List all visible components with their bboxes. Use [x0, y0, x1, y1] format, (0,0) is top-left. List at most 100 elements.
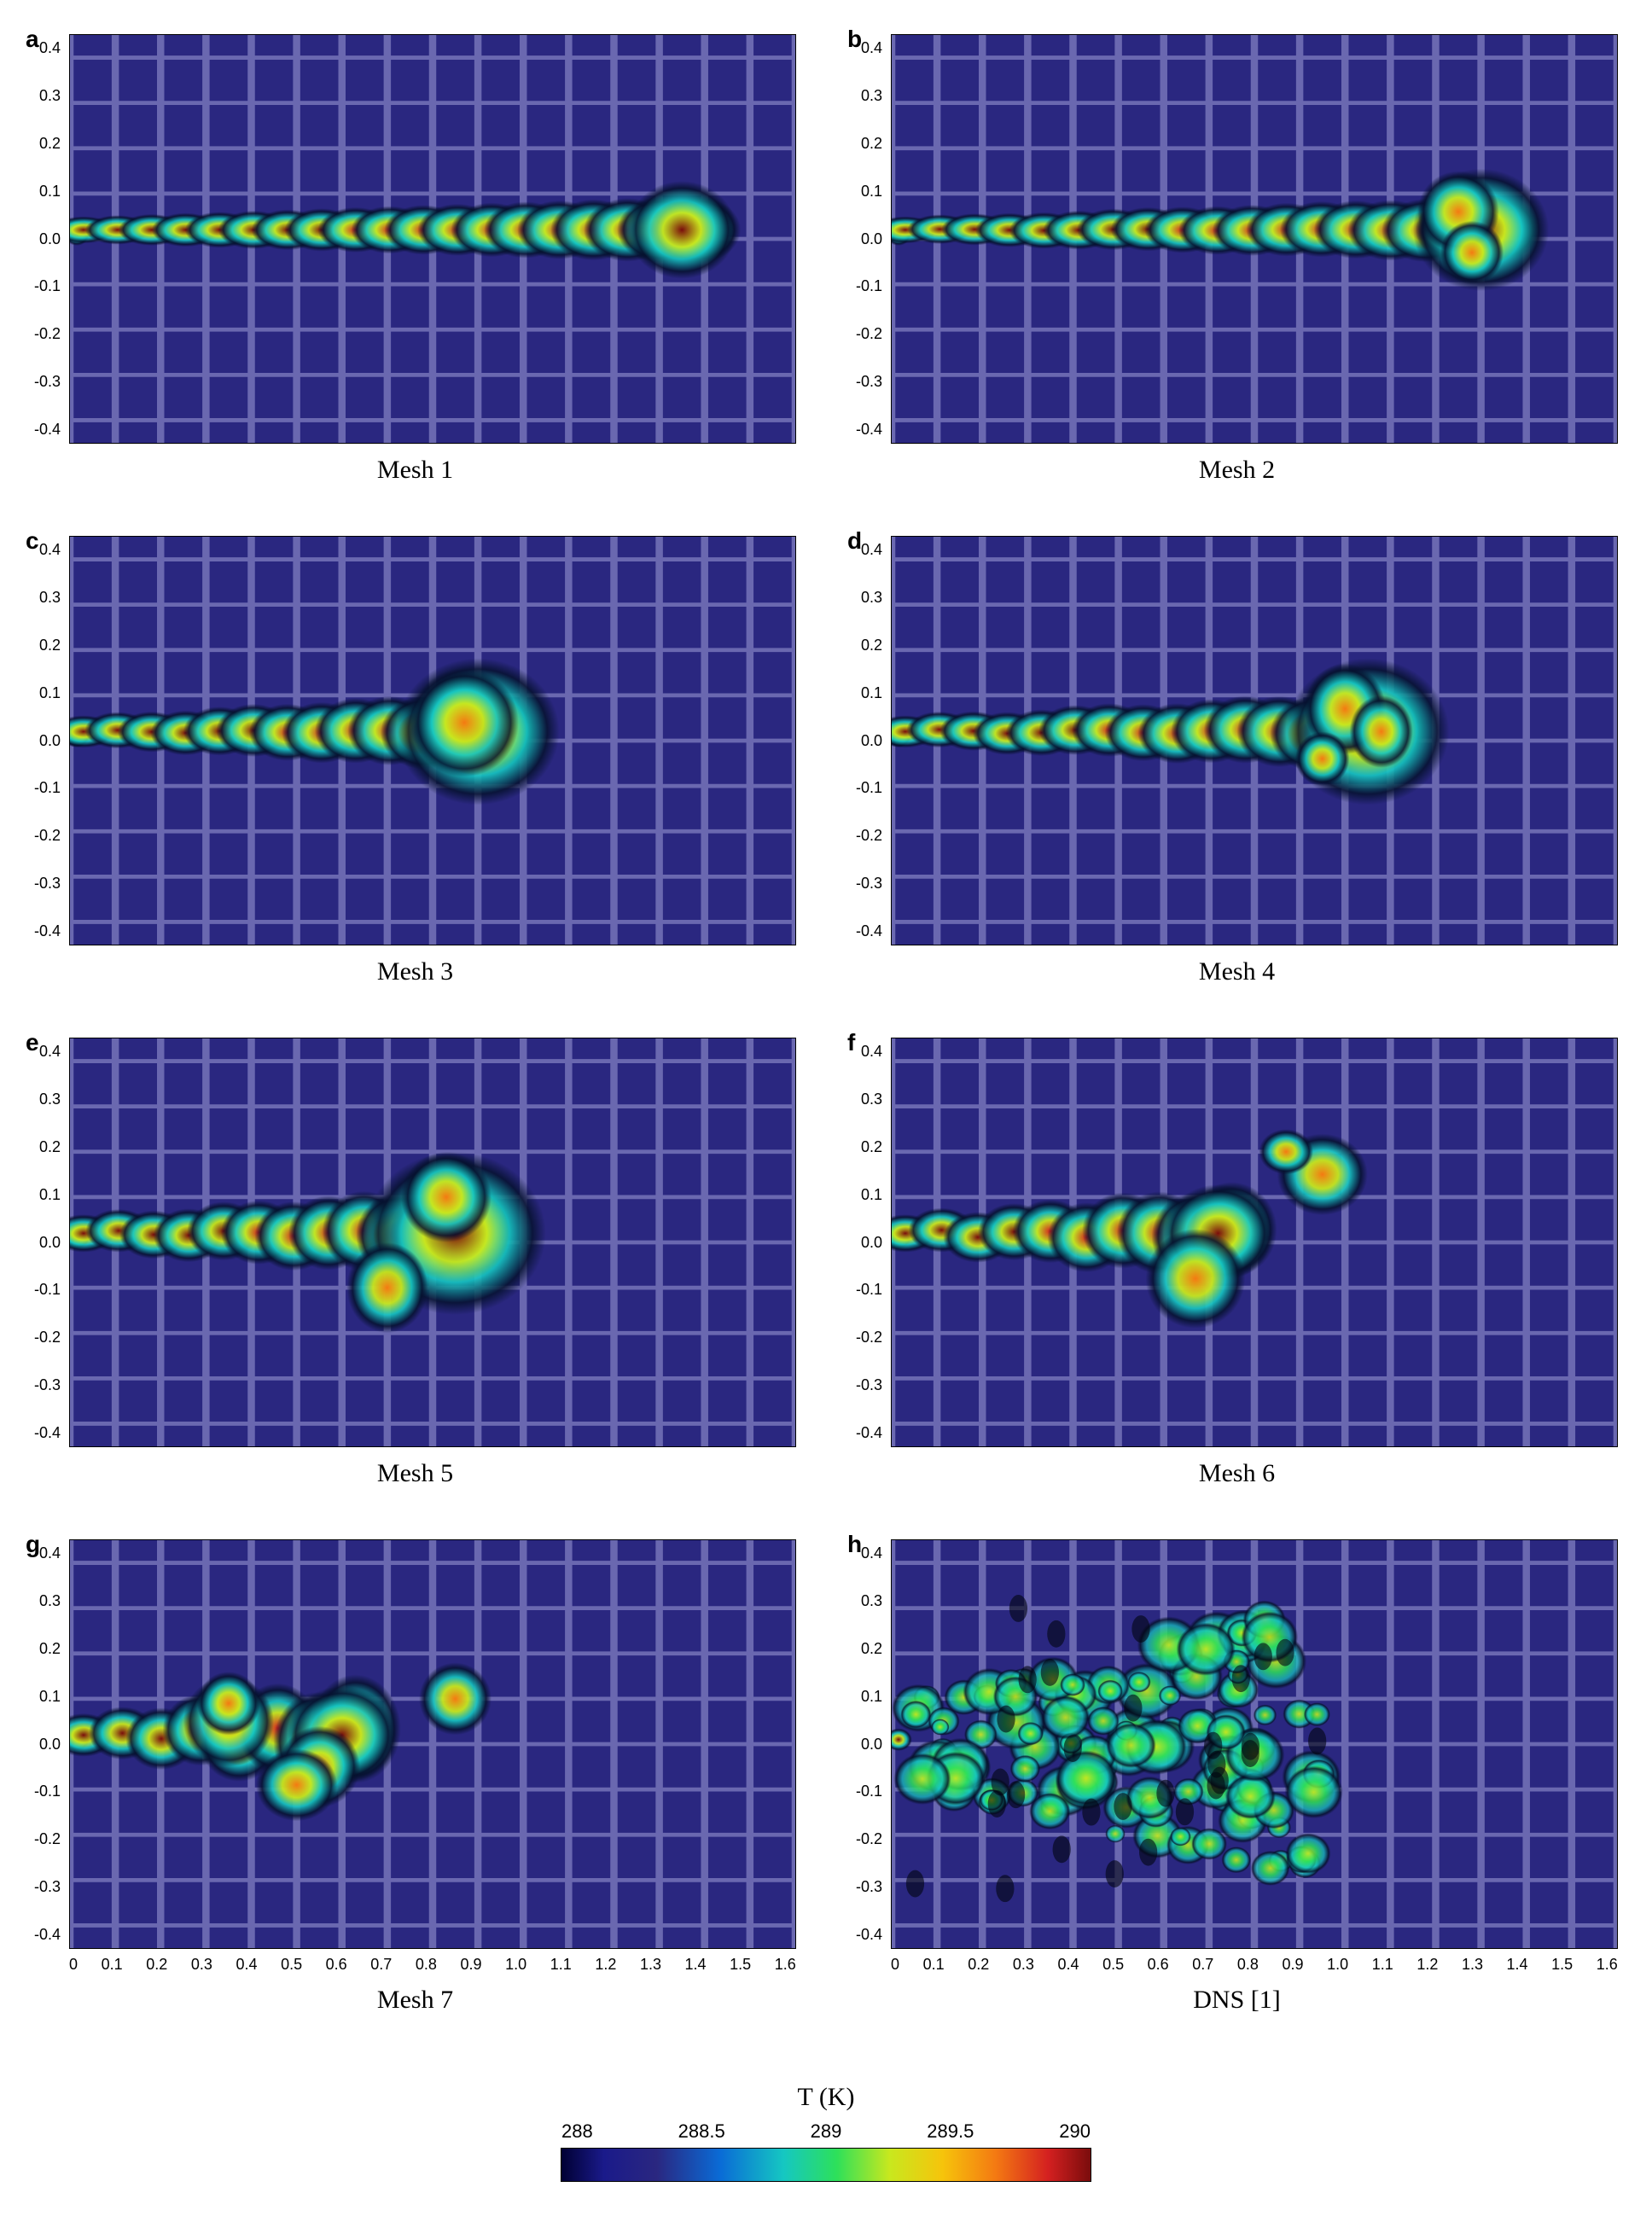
colorbar-section: T (K) 288288.5289289.5290	[34, 2083, 1618, 2182]
panel-e: e0.40.30.20.10.0-0.1-0.2-0.3-0.4Mesh 5	[34, 1038, 796, 1488]
y-axis: 0.40.30.20.10.0-0.1-0.2-0.3-0.4	[856, 1038, 891, 1447]
panel-caption: Mesh 2	[856, 456, 1618, 485]
panel-caption: Mesh 4	[856, 957, 1618, 986]
ytick-label: -0.3	[856, 1376, 882, 1394]
ytick-label: 0.2	[39, 637, 61, 654]
y-axis: 0.40.30.20.10.0-0.1-0.2-0.3-0.4	[34, 536, 69, 945]
heatmap-plot	[69, 1038, 796, 1447]
ytick-label: -0.1	[34, 779, 61, 797]
xtick-label: 0.2	[146, 1956, 167, 1974]
xtick-label: 0.4	[1057, 1956, 1079, 1974]
xtick-label: 0.9	[1283, 1956, 1304, 1974]
colorbar-ticks: 288288.5289289.5290	[561, 2120, 1091, 2143]
ytick-label: -0.1	[34, 1281, 61, 1299]
colorbar-title-text: T (K)	[798, 2083, 855, 2111]
xtick-label: 0.6	[326, 1956, 347, 1974]
ytick-label: -0.1	[856, 1783, 882, 1800]
ytick-label: 0.0	[39, 732, 61, 750]
ytick-label: 0.2	[861, 1138, 882, 1156]
ytick-label: -0.4	[34, 1926, 61, 1944]
xtick-label: 0.9	[461, 1956, 482, 1974]
ytick-label: -0.1	[34, 1783, 61, 1800]
ytick-label: 0.4	[861, 39, 882, 57]
xtick-label: 0.8	[1237, 1956, 1259, 1974]
xtick-label: 0.5	[1102, 1956, 1124, 1974]
x-axis: 00.10.20.30.40.50.60.70.80.91.01.11.21.3…	[69, 1949, 796, 1974]
ytick-label: -0.1	[856, 277, 882, 295]
ytick-label: -0.2	[856, 1329, 882, 1346]
panel-letter: c	[26, 527, 39, 555]
ytick-label: -0.3	[856, 373, 882, 391]
ytick-label: 0.0	[39, 230, 61, 248]
panel-caption: Mesh 3	[34, 957, 796, 986]
ytick-label: 0.0	[861, 1736, 882, 1754]
panel-letter: b	[847, 26, 862, 53]
heatmap-plot	[891, 1038, 1618, 1447]
ytick-label: 0.1	[39, 183, 61, 201]
xtick-label: 0.5	[281, 1956, 302, 1974]
ytick-label: 0.3	[39, 87, 61, 105]
ytick-label: -0.3	[34, 373, 61, 391]
colorbar-tick: 289	[811, 2120, 842, 2143]
panel-letter: g	[26, 1531, 40, 1558]
panel-letter: d	[847, 527, 862, 555]
xtick-label: 1.2	[595, 1956, 616, 1974]
panel-caption: Mesh 5	[34, 1459, 796, 1488]
xtick-label: 1.2	[1416, 1956, 1438, 1974]
heatmap-plot	[69, 536, 796, 945]
panel-g: g0.40.30.20.10.0-0.1-0.2-0.3-0.400.10.20…	[34, 1539, 796, 2015]
y-axis: 0.40.30.20.10.0-0.1-0.2-0.3-0.4	[856, 536, 891, 945]
ytick-label: 0.0	[39, 1736, 61, 1754]
ytick-label: 0.2	[39, 1138, 61, 1156]
xtick-label: 0.1	[102, 1956, 123, 1974]
xtick-label: 0.3	[191, 1956, 212, 1974]
xtick-label: 1.0	[505, 1956, 526, 1974]
ytick-label: 0.0	[861, 732, 882, 750]
xtick-label: 1.0	[1327, 1956, 1348, 1974]
xtick-label: 0.7	[370, 1956, 392, 1974]
ytick-label: -0.3	[856, 875, 882, 893]
xtick-label: 0.1	[923, 1956, 945, 1974]
ytick-label: 0.4	[39, 541, 61, 559]
ytick-label: 0.0	[39, 1234, 61, 1252]
ytick-label: 0.2	[861, 1640, 882, 1658]
ytick-label: -0.2	[34, 1329, 61, 1346]
panel-caption: Mesh 6	[856, 1459, 1618, 1488]
ytick-label: -0.3	[34, 1376, 61, 1394]
ytick-label: 0.3	[39, 1091, 61, 1108]
ytick-label: -0.2	[34, 325, 61, 343]
xtick-label: 1.5	[730, 1956, 751, 1974]
colorbar-gradient	[561, 2148, 1091, 2182]
ytick-label: 0.1	[861, 684, 882, 702]
panel-caption: DNS [1]	[856, 1986, 1618, 2015]
ytick-label: 0.3	[861, 87, 882, 105]
xtick-label: 1.3	[1462, 1956, 1483, 1974]
ytick-label: -0.3	[856, 1878, 882, 1896]
xtick-label: 0.4	[236, 1956, 257, 1974]
xtick-label: 0.7	[1192, 1956, 1213, 1974]
xtick-label: 1.4	[685, 1956, 707, 1974]
xtick-label: 1.4	[1507, 1956, 1528, 1974]
ytick-label: 0.3	[861, 1091, 882, 1108]
ytick-label: -0.2	[856, 827, 882, 845]
ytick-label: 0.4	[861, 1043, 882, 1061]
panel-d: d0.40.30.20.10.0-0.1-0.2-0.3-0.4Mesh 4	[856, 536, 1618, 986]
x-axis: 00.10.20.30.40.50.60.70.80.91.01.11.21.3…	[891, 1949, 1618, 1974]
ytick-label: -0.2	[856, 325, 882, 343]
ytick-label: 0.3	[39, 1592, 61, 1610]
ytick-label: 0.4	[39, 1043, 61, 1061]
xtick-label: 1.6	[775, 1956, 796, 1974]
xtick-label: 0.2	[968, 1956, 989, 1974]
ytick-label: -0.4	[856, 421, 882, 439]
ytick-label: 0.1	[861, 1688, 882, 1706]
ytick-label: 0.1	[39, 684, 61, 702]
ytick-label: -0.3	[34, 1878, 61, 1896]
xtick-label: 0.8	[416, 1956, 437, 1974]
ytick-label: 0.0	[861, 230, 882, 248]
panel-c: c0.40.30.20.10.0-0.1-0.2-0.3-0.4Mesh 3	[34, 536, 796, 986]
ytick-label: -0.1	[856, 779, 882, 797]
ytick-label: 0.3	[39, 589, 61, 607]
y-axis: 0.40.30.20.10.0-0.1-0.2-0.3-0.4	[856, 1539, 891, 1949]
ytick-label: 0.3	[861, 589, 882, 607]
ytick-label: 0.4	[861, 541, 882, 559]
